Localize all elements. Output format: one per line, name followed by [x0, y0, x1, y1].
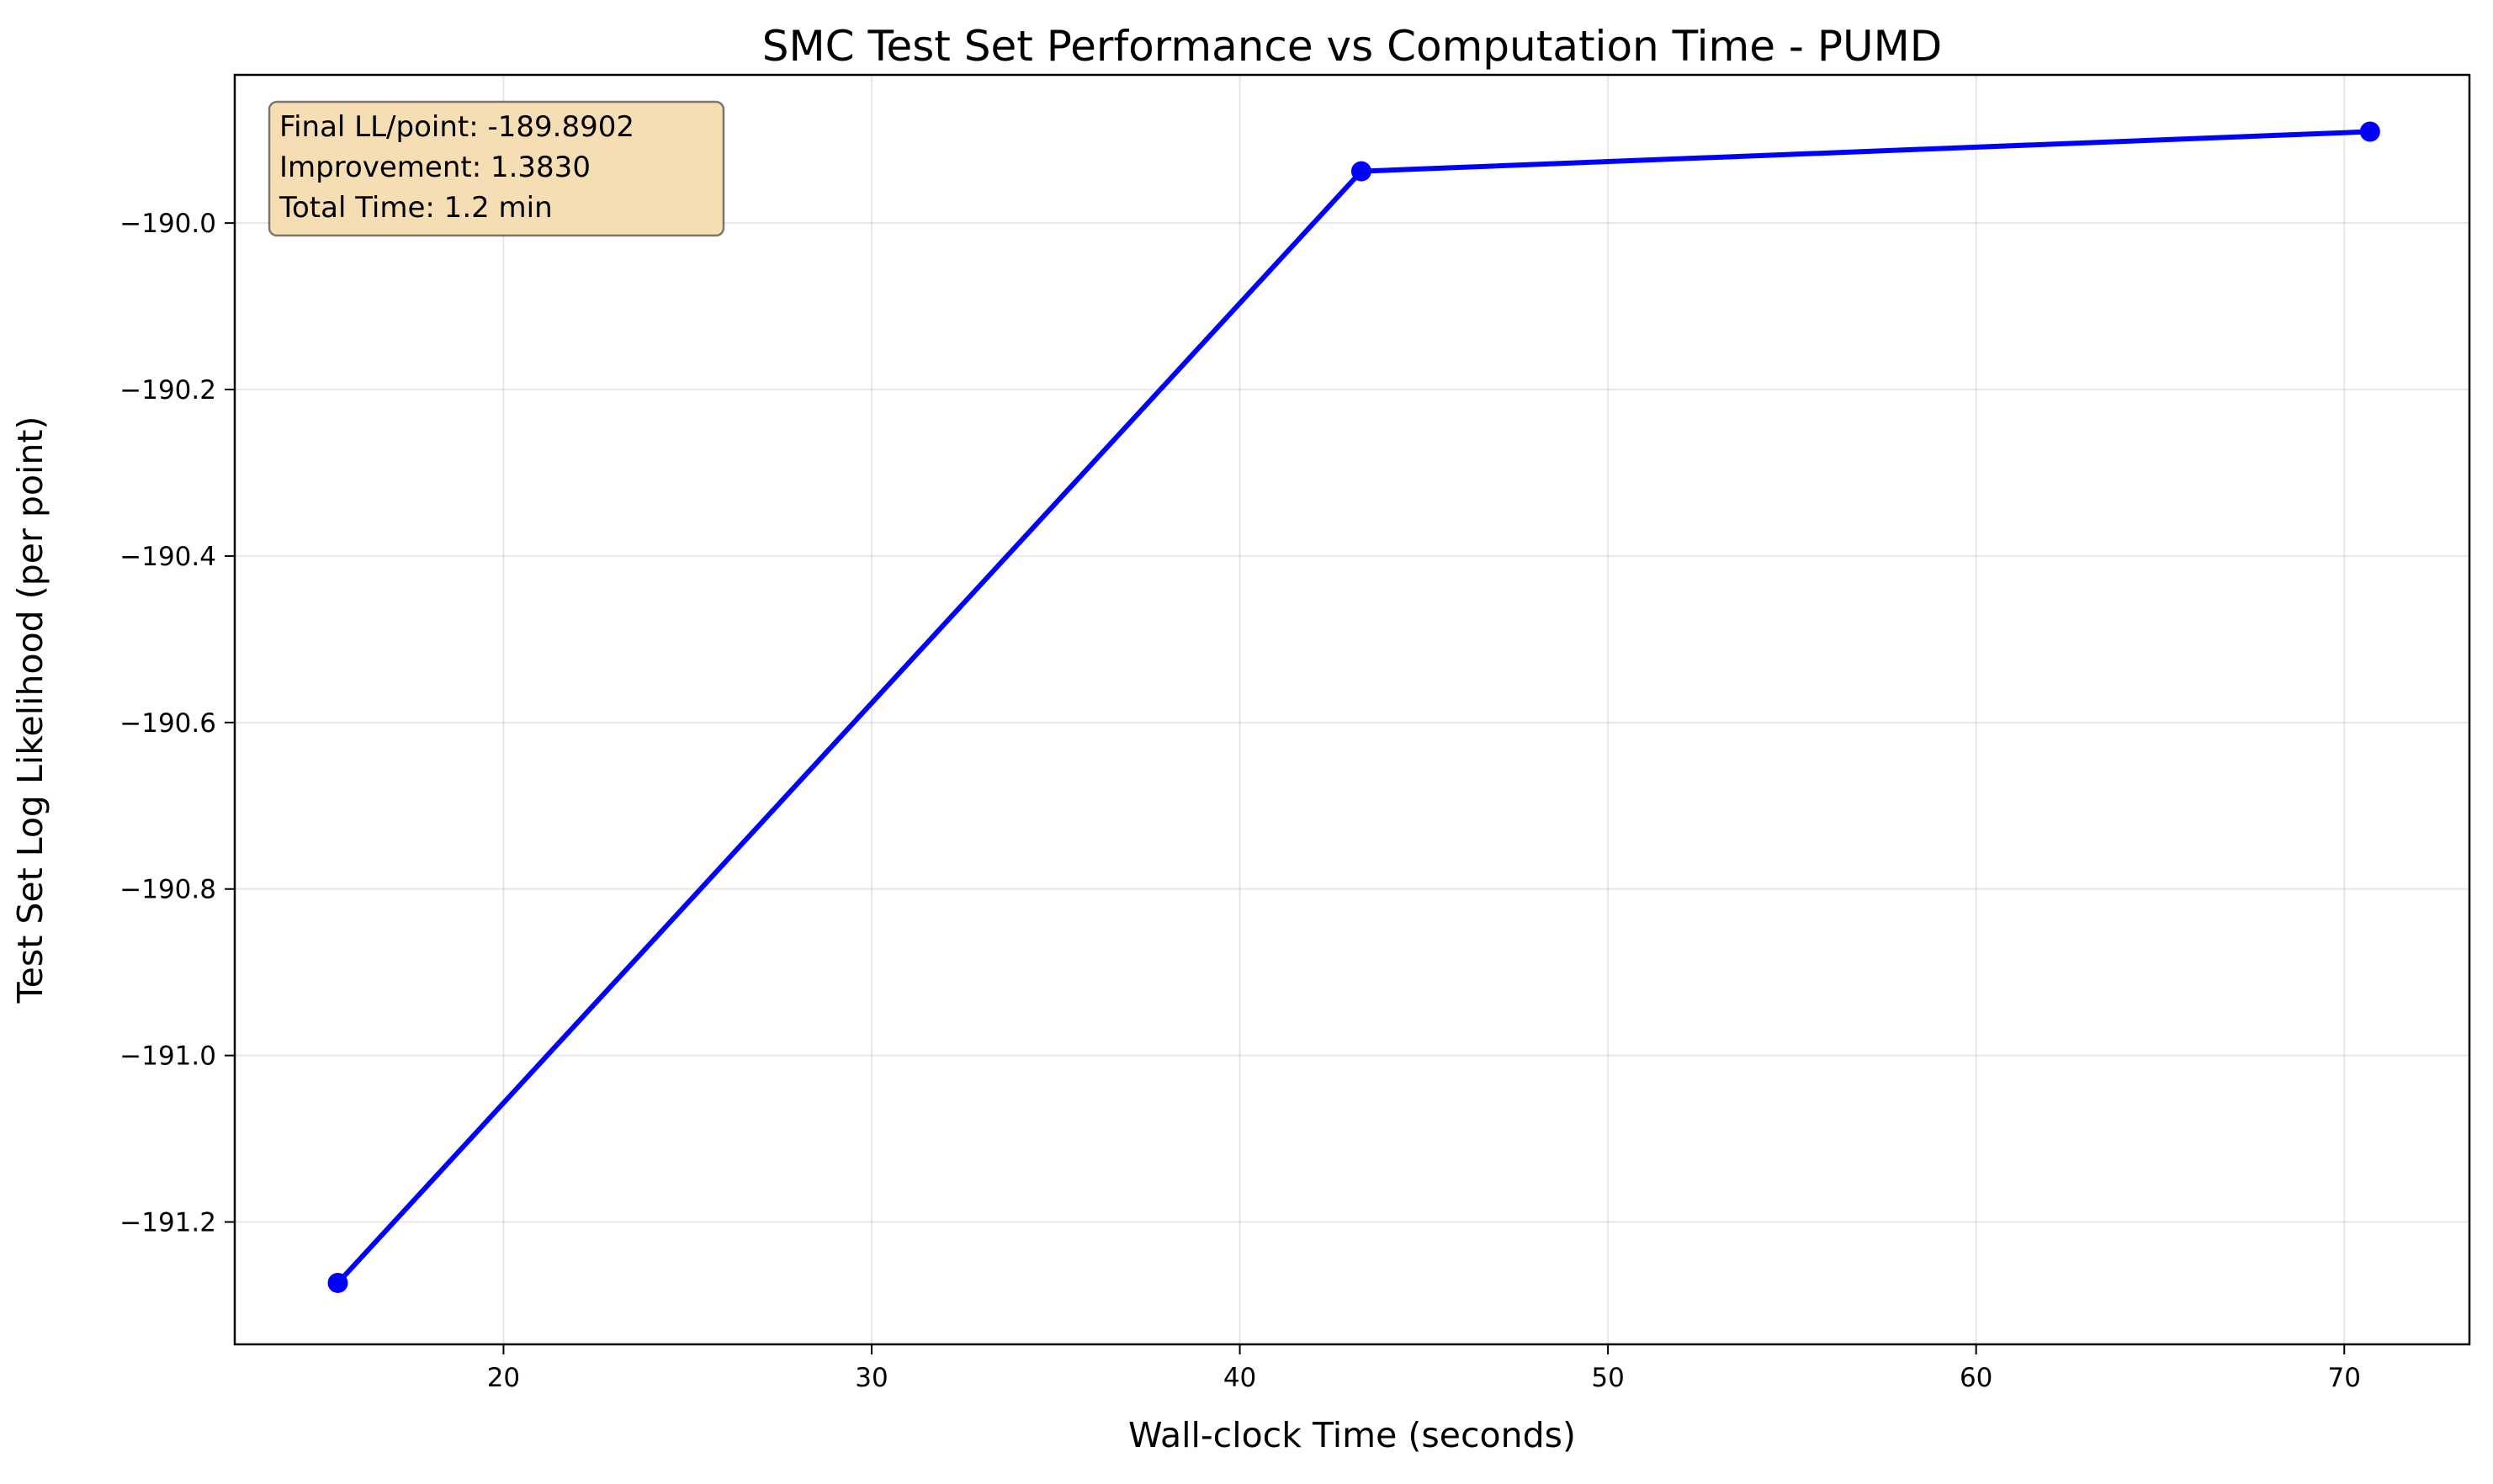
- grid-lines: [235, 75, 2469, 1344]
- y-tick-label: −190.0: [119, 209, 216, 239]
- x-tick-label: 60: [1960, 1363, 1992, 1393]
- x-tick-label: 70: [2328, 1363, 2361, 1393]
- chart-title: SMC Test Set Performance vs Computation …: [762, 22, 1942, 71]
- x-tick-label: 50: [1591, 1363, 1624, 1393]
- y-tick-label: −190.6: [119, 708, 216, 739]
- x-tick-label: 30: [855, 1363, 888, 1393]
- x-tick-label: 40: [1223, 1363, 1256, 1393]
- y-tick-label: −190.2: [119, 375, 216, 405]
- x-tick-label: 20: [487, 1363, 520, 1393]
- annotation-total-time: Total Time: 1.2 min: [278, 191, 553, 225]
- data-point-marker: [2359, 121, 2380, 142]
- series-layer: [327, 121, 2380, 1293]
- y-tick-label: −191.0: [119, 1041, 216, 1072]
- annotation-background: [268, 100, 725, 237]
- x-axis-label: Wall-clock Time (seconds): [1128, 1415, 1576, 1455]
- data-point-marker: [327, 1272, 348, 1293]
- plot-frame: [233, 73, 2471, 1346]
- axis-ticks: 20 30 40 50 60 70 −190.0 −190.2 −190.4 −190.6 −190…: [119, 209, 2361, 1393]
- stats-annotation-box: Final LL/point: -189.8902 Improvement: 1…: [268, 100, 725, 237]
- annotation-improvement: Improvement: 1.3830: [279, 151, 591, 184]
- data-point-marker: [1350, 161, 1371, 182]
- y-tick-label: −191.2: [119, 1208, 216, 1238]
- y-tick-label: −190.4: [119, 542, 216, 572]
- y-tick-label: −190.8: [119, 875, 216, 905]
- annotation-final-ll: Final LL/point: -189.8902: [279, 110, 634, 144]
- y-axis-label: Test Set Log Likelihood (per point): [10, 416, 50, 1004]
